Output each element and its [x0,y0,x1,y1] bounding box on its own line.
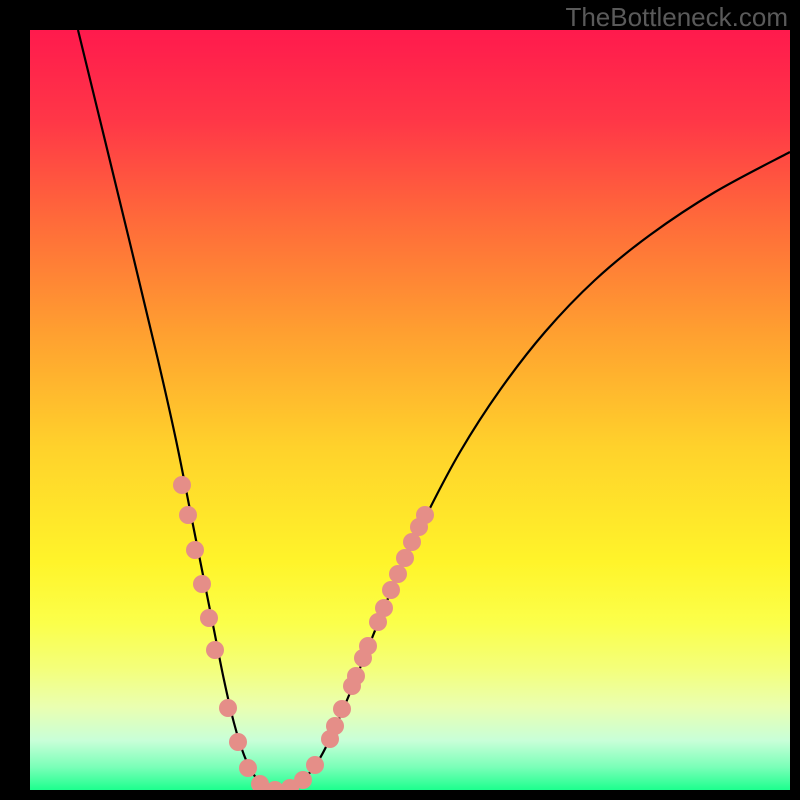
data-point [193,575,211,593]
data-point [347,667,365,685]
data-point [389,565,407,583]
data-point [333,700,351,718]
data-point [294,771,312,789]
data-point [375,599,393,617]
data-point [359,637,377,655]
data-point [382,581,400,599]
data-point [396,549,414,567]
bottleneck-chart [0,0,800,800]
data-point [206,641,224,659]
gradient-background [30,30,790,790]
data-point [186,541,204,559]
data-point [239,759,257,777]
data-point [173,476,191,494]
data-point [326,717,344,735]
data-point [229,733,247,751]
data-point [306,756,324,774]
data-point [219,699,237,717]
watermark-text: TheBottleneck.com [565,2,788,33]
data-point [200,609,218,627]
data-point [179,506,197,524]
data-point [416,506,434,524]
